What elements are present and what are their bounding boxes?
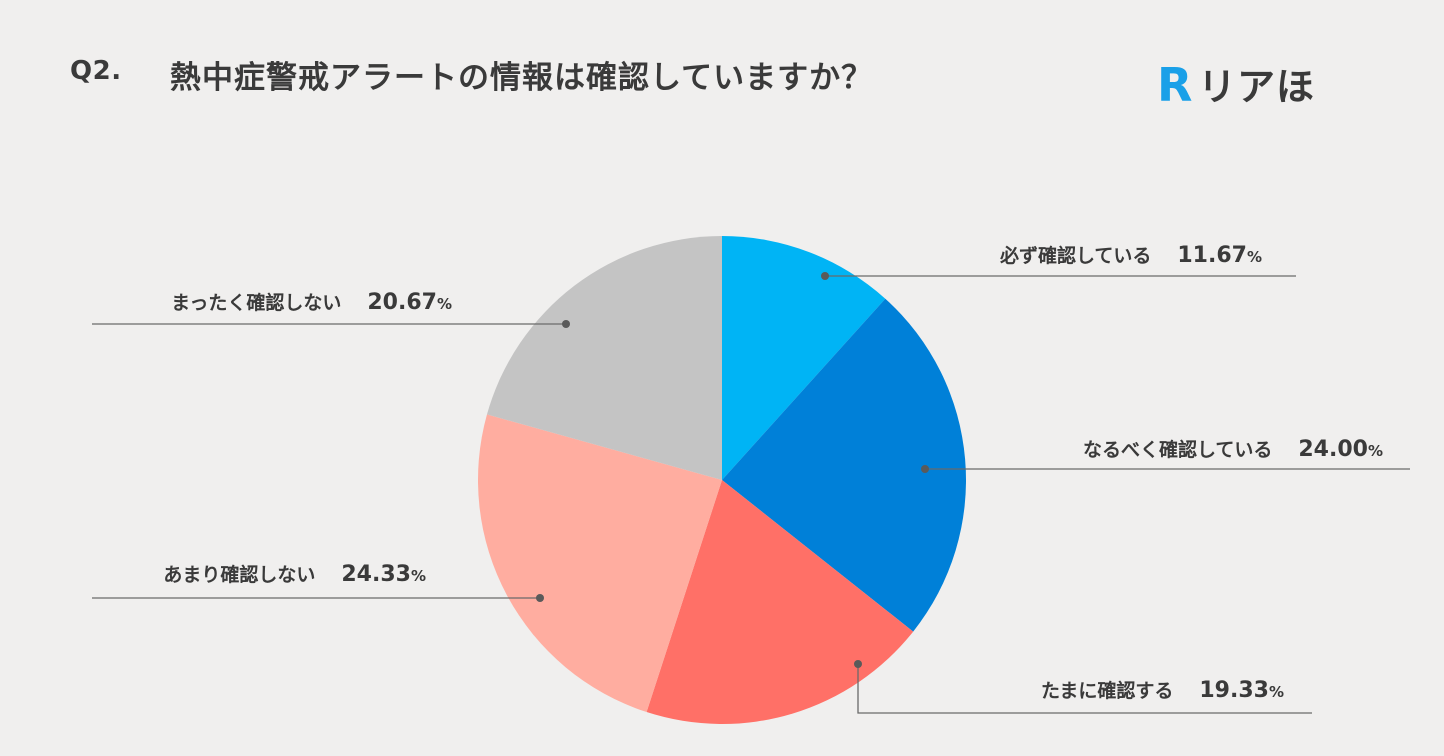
pie-slice <box>486 236 722 480</box>
pie-slice <box>478 414 722 713</box>
leader-dot <box>562 320 570 328</box>
page-title: 熱中症警戒アラートの情報は確認していますか？ <box>170 60 874 96</box>
pie-slice <box>722 298 966 632</box>
svg-text:R: R <box>1157 61 1192 107</box>
logo-r-icon: R <box>1157 61 1192 107</box>
leader-dot <box>854 660 862 668</box>
pie-slice <box>722 236 886 480</box>
leader-line <box>857 664 1312 714</box>
slice-label: あまり確認しない 24.33% <box>163 562 426 587</box>
slice-label: たまに確認する 19.33% <box>1041 678 1284 703</box>
leader-dot <box>536 594 544 602</box>
logo-text: リアほ <box>1198 65 1316 109</box>
pie-slice <box>646 480 914 724</box>
question-number: Q2. <box>70 56 122 86</box>
slice-label: まったく確認しない 20.67% <box>171 290 452 315</box>
leader-dot <box>821 272 829 280</box>
slice-label: 必ず確認している 11.67% <box>999 243 1262 268</box>
slice-label: なるべく確認している 24.00% <box>1083 437 1383 462</box>
leader-dot <box>921 465 929 473</box>
logo: R リアほ <box>1156 56 1315 111</box>
